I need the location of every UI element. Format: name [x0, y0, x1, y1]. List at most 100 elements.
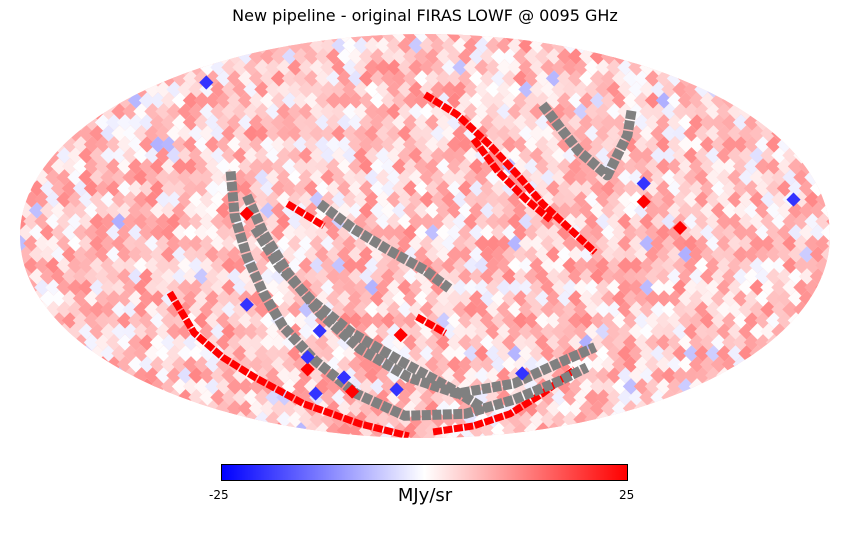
map-pixel	[562, 81, 579, 98]
red-scan-arc	[423, 91, 598, 255]
map-pixel	[298, 257, 315, 274]
map-pixel	[23, 257, 40, 274]
map-pixel	[551, 59, 568, 76]
map-pixel	[661, 345, 678, 362]
map-pixel	[259, 400, 277, 417]
map-pixel	[677, 312, 695, 329]
map-pixel	[688, 202, 706, 219]
map-pixel	[94, 136, 112, 153]
map-pixel	[782, 257, 799, 274]
map-pixel	[380, 158, 398, 175]
map-pixel	[551, 411, 568, 428]
map-pixel	[149, 246, 167, 263]
map-pixel	[100, 125, 117, 142]
map-pixel	[419, 389, 436, 406]
map-pixel	[683, 301, 700, 318]
map-pixel	[226, 268, 244, 285]
map-pixel	[512, 48, 530, 65]
map-pixel	[397, 301, 414, 318]
map-pixel	[182, 268, 200, 285]
map-pixel	[248, 400, 266, 417]
map-pixel	[56, 147, 73, 164]
map-pixel	[199, 213, 216, 230]
map-pixel	[732, 268, 750, 285]
map-pixel	[116, 180, 134, 197]
map-pixel	[562, 411, 579, 428]
map-pixel	[270, 136, 288, 153]
map-pixel	[688, 158, 706, 175]
map-pixel	[111, 345, 128, 362]
map-pixel	[243, 147, 260, 164]
map-pixel	[45, 323, 62, 340]
map-pixel	[452, 191, 469, 208]
map-pixel	[171, 246, 189, 263]
map-pixel	[716, 169, 733, 186]
map-pixel	[721, 246, 739, 263]
map-pixel	[507, 235, 524, 252]
map-pixel	[721, 290, 739, 307]
map-pixel	[727, 213, 744, 230]
map-pixel	[265, 323, 282, 340]
map-pixel	[155, 257, 172, 274]
map-pixel	[336, 158, 354, 175]
map-pixel	[639, 213, 656, 230]
map-pixel	[369, 202, 387, 219]
map-pixel	[639, 279, 656, 296]
map-pixel	[771, 147, 788, 164]
map-pixel	[281, 400, 299, 417]
map-pixel	[463, 323, 480, 340]
map-pixel	[749, 257, 766, 274]
map-pixel	[705, 191, 722, 208]
map-pixel	[72, 268, 90, 285]
map-pixel	[650, 169, 667, 186]
map-pixel	[551, 191, 568, 208]
map-pixel	[199, 323, 216, 340]
map-pixel	[688, 224, 706, 241]
map-pixel	[468, 202, 486, 219]
map-pixel	[111, 169, 128, 186]
map-pixel	[133, 147, 150, 164]
map-pixel	[490, 202, 508, 219]
map-pixel	[523, 136, 541, 153]
map-pixel	[39, 136, 57, 153]
map-pixel	[611, 246, 629, 263]
map-pixel	[738, 323, 755, 340]
map-pixel	[83, 202, 101, 219]
map-pixel	[765, 114, 783, 131]
map-pixel	[204, 378, 222, 395]
map-pixel	[226, 312, 244, 329]
map-pixel	[144, 147, 161, 164]
map-pixel	[419, 279, 436, 296]
map-pixel	[683, 147, 700, 164]
map-pixel	[754, 202, 772, 219]
map-pixel	[457, 246, 475, 263]
map-pixel	[116, 356, 134, 373]
map-pixel	[523, 92, 541, 109]
map-pixel	[303, 268, 321, 285]
map-pixel	[655, 114, 673, 131]
map-pixel	[72, 180, 90, 197]
map-pixel	[765, 158, 783, 175]
map-pixel	[782, 213, 799, 230]
map-pixel	[600, 246, 618, 263]
map-pixel	[749, 301, 766, 318]
map-pixel	[391, 180, 409, 197]
map-pixel	[518, 125, 535, 142]
map-pixel	[716, 345, 733, 362]
map-pixel	[353, 147, 370, 164]
map-pixel	[562, 103, 579, 120]
map-pixel	[496, 345, 513, 362]
map-pixel	[650, 191, 667, 208]
map-pixel	[122, 301, 139, 318]
map-pixel	[743, 246, 761, 263]
map-pixel	[155, 147, 172, 164]
map-pixel	[402, 268, 420, 285]
map-pixel	[633, 136, 651, 153]
map-pixel	[94, 202, 112, 219]
map-pixel	[644, 70, 662, 87]
map-pixel	[694, 147, 711, 164]
red-scan-arc	[166, 290, 410, 438]
map-pixel	[314, 224, 332, 241]
map-pixel	[380, 180, 398, 197]
map-pixel	[749, 279, 766, 296]
